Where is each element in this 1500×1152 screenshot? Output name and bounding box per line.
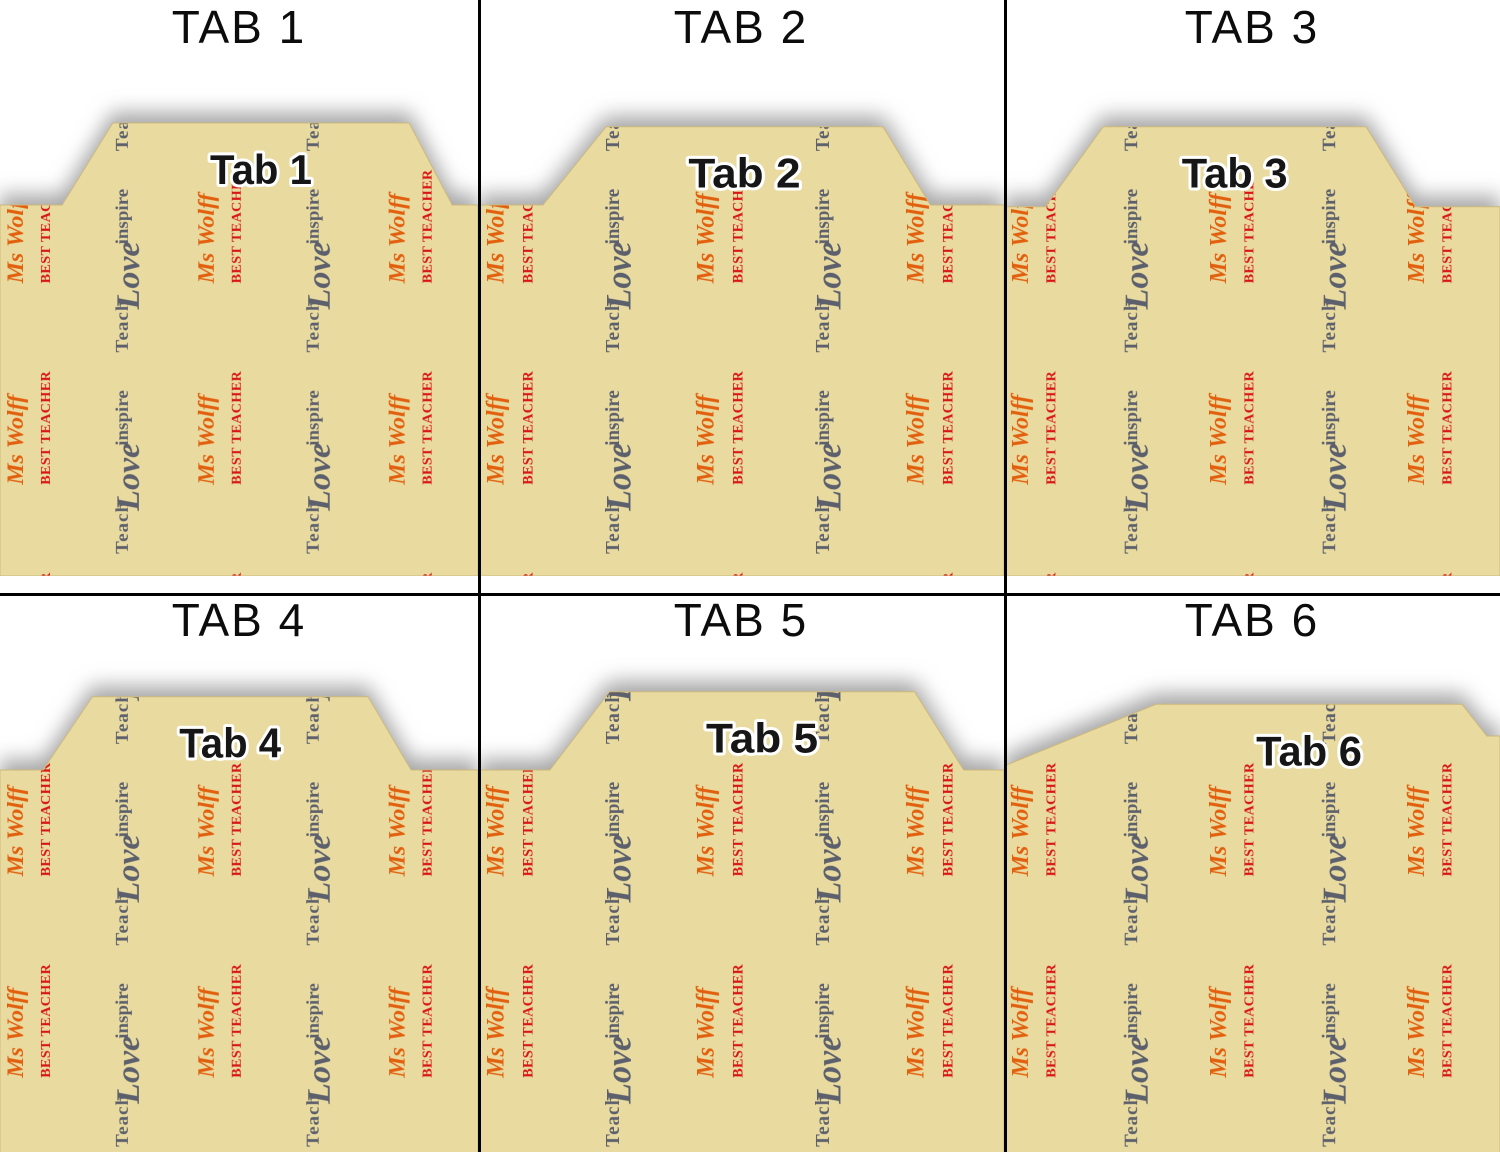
svg-text:Tab 5: Tab 5 [706, 716, 818, 763]
svg-text:Tab 3: Tab 3 [1182, 150, 1288, 197]
svg-text:Tab 2: Tab 2 [688, 151, 800, 198]
svg-text:Tab 1: Tab 1 [210, 146, 312, 193]
svg-text:Tab 6: Tab 6 [1256, 727, 1362, 774]
svg-text:Tab 4: Tab 4 [179, 720, 281, 767]
